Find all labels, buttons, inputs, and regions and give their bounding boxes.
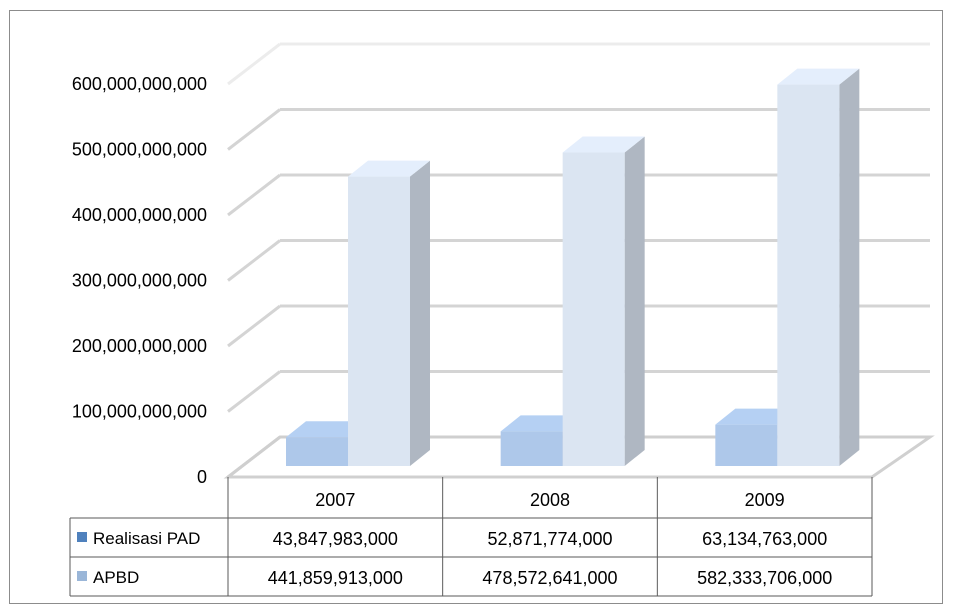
bar-front xyxy=(562,152,625,467)
bar-side xyxy=(839,68,860,467)
y-tick-label: 200,000,000,000 xyxy=(72,336,207,356)
data-label: 478,572,641,000 xyxy=(482,568,617,588)
gridline-side xyxy=(227,370,281,413)
bar-top xyxy=(777,68,860,85)
category-label: 2009 xyxy=(745,490,785,510)
bar-front xyxy=(500,431,563,466)
data-label: 441,859,913,000 xyxy=(268,568,403,588)
legend-label: Realisasi PAD xyxy=(93,529,200,548)
bar-front xyxy=(348,176,410,466)
bar-top xyxy=(562,136,645,153)
bar-front xyxy=(777,84,840,467)
bar-top xyxy=(500,415,583,432)
gridline-side xyxy=(227,42,281,86)
bar-front xyxy=(286,437,348,466)
y-tick-label: 100,000,000,000 xyxy=(72,402,207,422)
data-label: 52,871,774,000 xyxy=(487,529,612,549)
legend-swatch xyxy=(77,532,87,542)
bar xyxy=(777,68,860,467)
bar-side xyxy=(624,136,645,467)
legend-label: APBD xyxy=(93,568,139,587)
y-tick-label: 500,000,000,000 xyxy=(72,140,207,160)
data-table: 2007 2008 2009 Realisasi PAD 43,847,983,000 5… xyxy=(69,477,873,597)
gridline-side xyxy=(227,173,281,217)
y-tick-label: 400,000,000,000 xyxy=(72,205,207,225)
y-tick-label: 300,000,000,000 xyxy=(72,271,207,291)
y-axis: 0 100,000,000,000 200,000,000,000 300,000,0… xyxy=(72,74,207,487)
bar-side xyxy=(410,160,430,466)
bar-front xyxy=(715,424,778,466)
bar-top xyxy=(348,160,430,177)
bar xyxy=(562,136,645,467)
y-tick-label: 600,000,000,000 xyxy=(72,74,207,94)
data-label: 43,847,983,000 xyxy=(273,529,398,549)
gridline-side xyxy=(227,435,281,479)
category-label: 2007 xyxy=(315,490,355,510)
bar xyxy=(348,160,430,466)
gridline-side xyxy=(227,304,281,348)
y-tick-label: 0 xyxy=(197,467,207,487)
bar-top xyxy=(715,408,798,425)
legend-swatch xyxy=(77,571,87,581)
bars xyxy=(286,68,860,467)
gridline-side xyxy=(227,239,281,282)
bar-top xyxy=(286,421,368,438)
gridline-side xyxy=(227,108,281,151)
data-label: 582,333,706,000 xyxy=(697,568,832,588)
data-label: 63,134,763,000 xyxy=(702,529,827,549)
category-label: 2008 xyxy=(530,490,570,510)
